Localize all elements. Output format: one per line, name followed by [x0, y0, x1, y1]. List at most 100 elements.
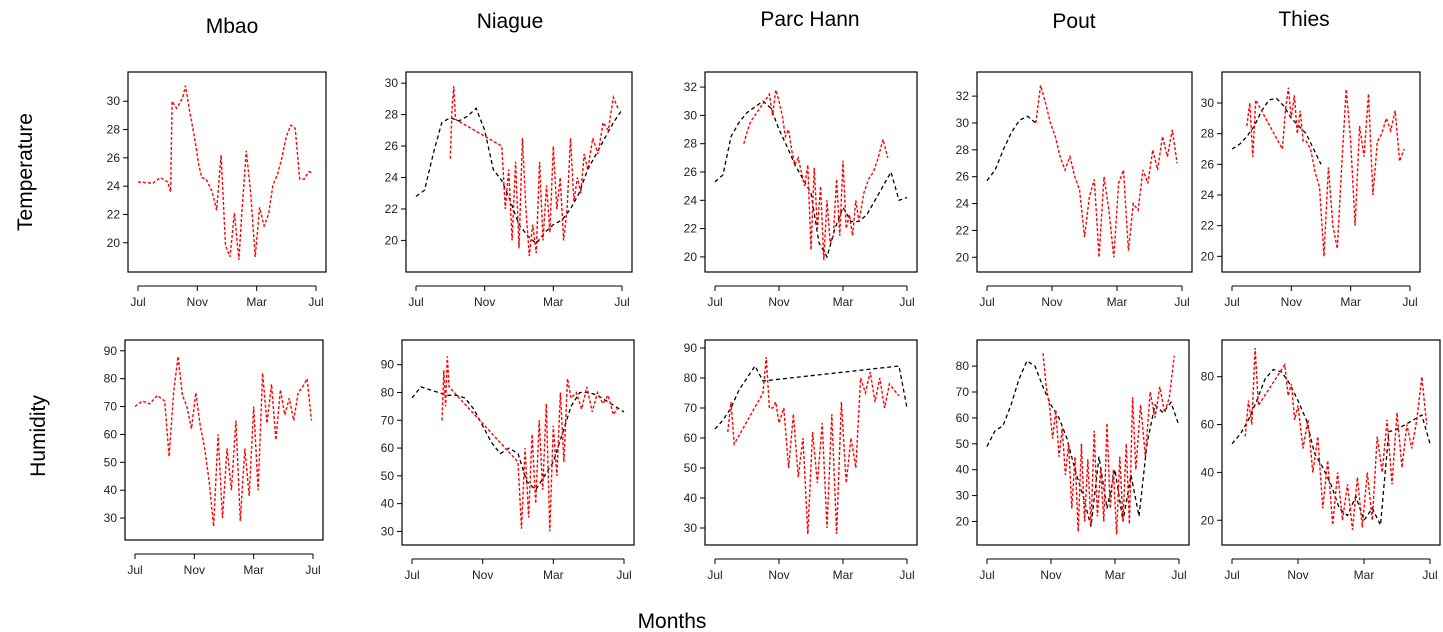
y-tick-label: 90 — [381, 358, 395, 372]
y-tick-label: 40 — [381, 497, 395, 511]
chart-panel-3: 20 22 24 26 28 30 32 Jul Nov Mar Jul — [684, 71, 918, 309]
y-tick-label: 50 — [956, 437, 970, 451]
y-tick-label: 30 — [381, 524, 395, 538]
x-tick-label: Jul — [1224, 295, 1239, 309]
plot-frame — [1221, 339, 1441, 546]
plot-frame — [405, 71, 633, 273]
y-tick-label: 26 — [956, 170, 970, 184]
y-tick-label: 24 — [385, 171, 399, 185]
observed-series-line — [1246, 87, 1405, 257]
x-tick-label: Jul — [707, 568, 722, 582]
y-tick-label: 28 — [385, 108, 399, 122]
y-tick-label: 32 — [956, 89, 970, 103]
y-tick-label: 22 — [107, 207, 121, 221]
observed-series-line — [1244, 347, 1428, 530]
plot-frame — [976, 339, 1190, 546]
model-series-line — [415, 107, 623, 245]
observed-series-line — [743, 89, 889, 260]
y-tick-label: 24 — [107, 179, 121, 193]
x-tick-label: Mar — [246, 295, 267, 309]
x-tick-label: Jul — [1224, 568, 1239, 582]
y-tick-label: 30 — [684, 108, 698, 122]
chart-panel-5: 20 22 24 26 28 30 Jul Nov Mar Jul — [1201, 71, 1421, 309]
column-title-thies: Thies — [1278, 8, 1329, 31]
y-tick-label: 20 — [956, 250, 970, 264]
y-tick-label: 26 — [1201, 157, 1215, 171]
observed-series-line — [134, 356, 313, 527]
x-tick-label: Jul — [127, 563, 142, 577]
y-tick-label: 30 — [956, 489, 970, 503]
plot-frame — [401, 339, 635, 546]
y-tick-label: 80 — [684, 371, 698, 385]
x-tick-label: Jul — [614, 295, 629, 309]
y-tick-label: 80 — [1201, 370, 1215, 384]
model-series-line — [714, 364, 908, 430]
model-series-line — [714, 100, 908, 259]
y-tick-label: 22 — [385, 202, 399, 216]
chart-panels: 20 22 24 26 28 30 Jul Nov Mar Jul 20 22 24 26 28 30 Jul N… — [104, 71, 1441, 582]
x-tick-label: Nov — [474, 295, 495, 309]
y-tick-label: 22 — [956, 223, 970, 237]
y-tick-label: 60 — [381, 441, 395, 455]
chart-panel-2: 20 22 24 26 28 30 Jul Nov Mar Jul — [385, 71, 633, 309]
plot-frame — [1221, 71, 1421, 273]
x-tick-label: Nov — [1040, 568, 1061, 582]
x-tick-label: Mar — [1354, 568, 1375, 582]
column-titles: Mbao Niague Parc Hann Pout Thies — [206, 8, 1330, 38]
x-tick-label: Jul — [404, 568, 419, 582]
y-tick-label: 50 — [104, 455, 118, 469]
x-tick-label: Mar — [1107, 295, 1128, 309]
model-series-line — [986, 359, 1180, 527]
x-tick-label: Nov — [472, 568, 493, 582]
y-tick-label: 26 — [385, 139, 399, 153]
model-series-line — [1231, 368, 1431, 528]
x-tick-label: Jul — [1171, 568, 1186, 582]
y-tick-label: 20 — [107, 236, 121, 250]
x-tick-label: Jul — [1174, 295, 1189, 309]
y-tick-label: 28 — [1201, 127, 1215, 141]
y-tick-label: 80 — [381, 385, 395, 399]
y-tick-label: 28 — [684, 137, 698, 151]
y-tick-label: 28 — [956, 143, 970, 157]
y-tick-label: 60 — [1201, 418, 1215, 432]
y-tick-label: 60 — [956, 411, 970, 425]
x-tick-label: Mar — [543, 568, 564, 582]
y-tick-label: 20 — [956, 514, 970, 528]
y-tick-label: 24 — [956, 197, 970, 211]
y-tick-label: 24 — [1201, 188, 1215, 202]
x-tick-label: Jul — [899, 295, 914, 309]
y-tick-label: 40 — [104, 483, 118, 497]
y-tick-label: 20 — [684, 250, 698, 264]
x-tick-label: Nov — [187, 295, 208, 309]
y-tick-label: 20 — [1201, 249, 1215, 263]
plot-frame — [704, 339, 918, 546]
column-title-mbao: Mbao — [206, 15, 259, 38]
row-title-humidity: Humidity — [27, 395, 50, 477]
y-tick-label: 70 — [684, 401, 698, 415]
y-tick-label: 40 — [956, 463, 970, 477]
y-tick-label: 40 — [684, 491, 698, 505]
y-tick-label: 28 — [107, 123, 121, 137]
chart-panel-6: 30 40 50 60 70 80 90 Jul Nov Mar Jul — [104, 339, 324, 577]
y-tick-label: 40 — [1201, 465, 1215, 479]
y-tick-label: 24 — [684, 193, 698, 207]
x-tick-label: Mar — [1340, 295, 1361, 309]
y-tick-label: 20 — [385, 233, 399, 247]
chart-panel-4: 20 22 24 26 28 30 32 Jul Nov Mar Jul — [956, 71, 1193, 309]
y-tick-label: 50 — [684, 461, 698, 475]
x-tick-label: Jul — [130, 295, 145, 309]
y-tick-label: 90 — [104, 344, 118, 358]
x-tick-label: Jul — [899, 568, 914, 582]
observed-series-line — [449, 86, 620, 257]
y-tick-label: 26 — [684, 165, 698, 179]
y-tick-label: 60 — [684, 431, 698, 445]
x-tick-label: Jul — [979, 295, 994, 309]
observed-series-line — [1042, 353, 1175, 535]
observed-series-line — [1035, 85, 1178, 258]
plot-frame — [976, 71, 1193, 273]
x-tick-label: Jul — [979, 568, 994, 582]
y-tick-label: 70 — [956, 385, 970, 399]
model-series-line — [1231, 97, 1322, 165]
y-tick-label: 20 — [1201, 513, 1215, 527]
plot-frame — [127, 71, 327, 273]
